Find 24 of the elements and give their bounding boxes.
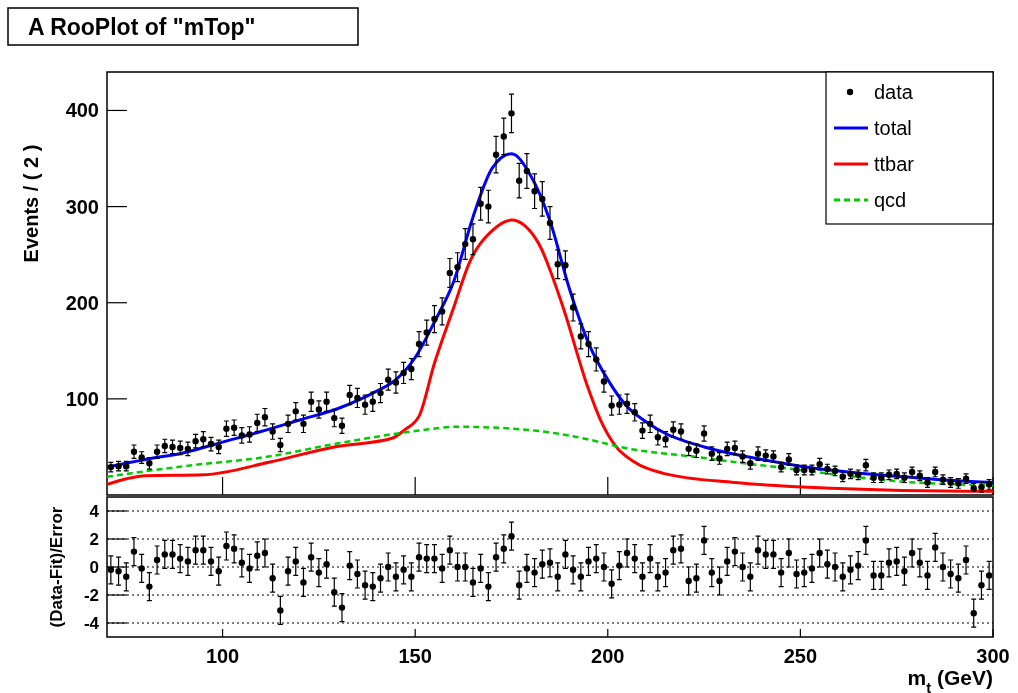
legend-label: ttbar [874,153,915,175]
chart-title: A RooPlot of "mTop" [28,14,256,40]
x-tick-label: 100 [205,645,240,667]
line-series [105,218,995,493]
y-tick-label: 2 [89,529,99,549]
y-axis-title: Events / ( 2 ) [20,144,42,263]
y-tick-label: 0 [89,557,99,577]
x-tick-label: 300 [976,645,1010,667]
y-tick-label: -2 [83,585,99,605]
y-tick-label: 200 [65,291,99,314]
y-axis-title: (Data-Fit)/Error [47,506,66,628]
x-axis-title: m$_{t}$ (GeV) [907,666,993,693]
line-series [105,425,995,487]
y-tick-label: 4 [89,501,100,521]
y-tick-label: -4 [83,613,100,633]
y-tick-label: 300 [65,195,99,218]
x-tick-label: 200 [591,645,625,667]
y-tick-label: 400 [65,99,99,122]
legend-label: total [874,117,912,139]
x-tick-label: 250 [783,645,818,667]
y-tick-label: 100 [65,387,99,410]
legend-label: data [874,81,914,103]
legend-label: qcd [874,189,907,211]
x-tick-label: 150 [398,645,432,667]
